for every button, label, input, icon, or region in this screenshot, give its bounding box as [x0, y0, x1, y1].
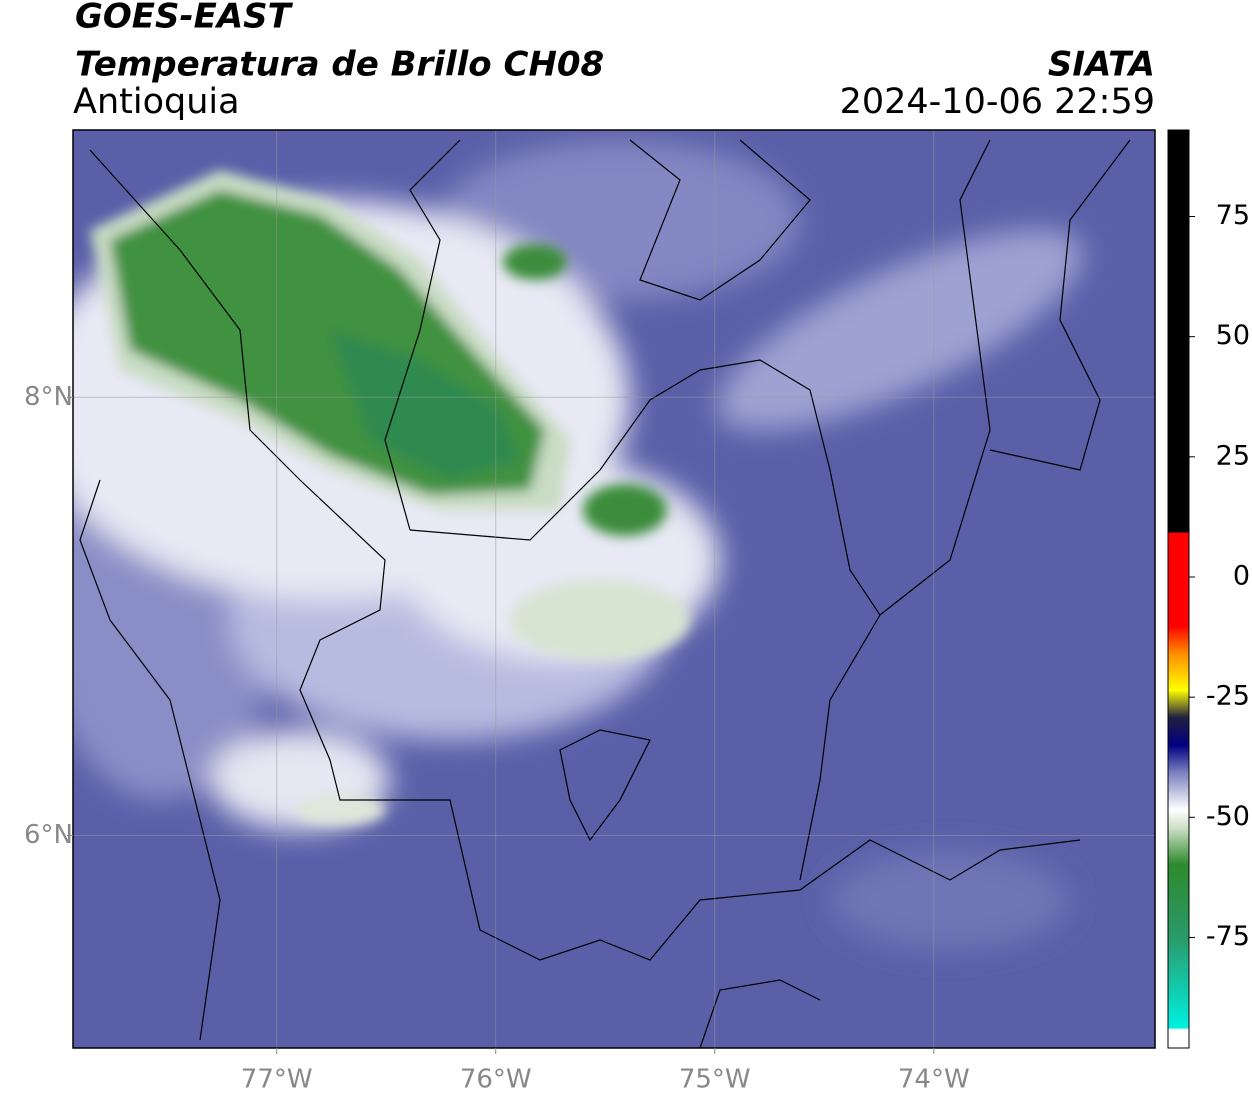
x-tick-label: 76°W — [460, 1065, 532, 1095]
y-tick-label: 6°N — [24, 820, 73, 850]
colorbar-tick-label: 25 — [1216, 440, 1250, 471]
colorbar-tick-label: -25 — [1206, 681, 1250, 712]
region: Antioquia — [73, 82, 240, 122]
colorbar-tick-label: -50 — [1206, 801, 1250, 832]
colorbar — [1167, 129, 1190, 1049]
satellite: GOES-EAST — [75, 0, 294, 37]
grid — [73, 130, 1155, 1048]
map-image — [73, 130, 1155, 1048]
x-tick-label: 74°W — [898, 1065, 970, 1095]
map-frame — [72, 129, 1156, 1049]
x-tick-label: 75°W — [679, 1065, 751, 1095]
colorbar-tick-label: 50 — [1216, 320, 1250, 351]
product: Temperatura de Brillo CH08 — [75, 45, 604, 85]
colorbar-tick-label: -75 — [1206, 921, 1250, 952]
x-tick-label: 77°W — [241, 1065, 313, 1095]
y-tick-label: 8°N — [24, 382, 73, 412]
colorbar-tick-label: 75 — [1216, 200, 1250, 231]
colorbar-tick-label: 0 — [1233, 560, 1250, 591]
datetime: 2024-10-06 22:59 — [840, 82, 1155, 122]
source: SIATA — [1048, 45, 1155, 85]
